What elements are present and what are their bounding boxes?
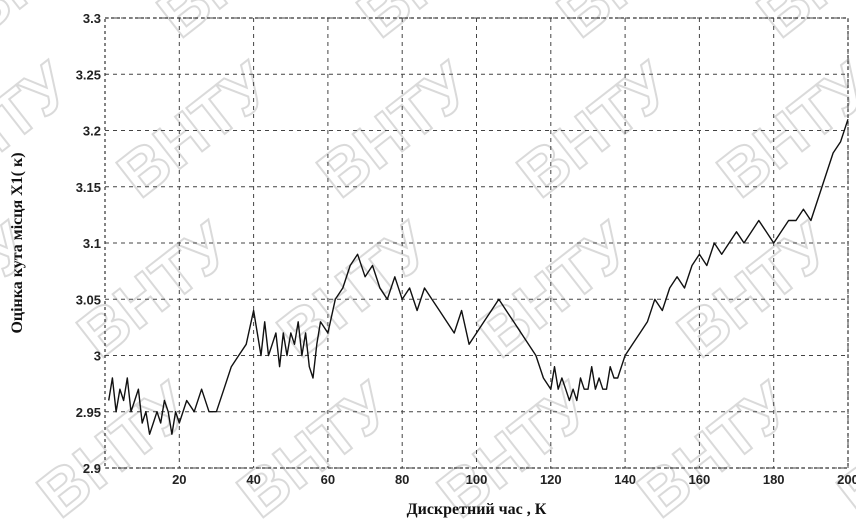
y-tick-label: 2.9 — [83, 461, 101, 476]
x-tick-label: 80 — [395, 472, 409, 487]
y-axis-label: Оцінка кута місця Х1( к) — [9, 152, 26, 333]
watermark-text: ВНТУ — [0, 368, 5, 524]
x-tick-label: 60 — [321, 472, 335, 487]
x-tick-labels: 20 40 60 80 100 120 140 160 180 200 — [172, 472, 856, 487]
y-tick-label: 3.25 — [76, 67, 101, 82]
watermark-text: ВНТУ — [0, 0, 125, 51]
watermark-text: ВНТУ — [144, 0, 324, 51]
x-tick-label: 180 — [763, 472, 785, 487]
x-tick-label: 140 — [614, 472, 636, 487]
y-tick-label: 3.05 — [76, 292, 101, 307]
watermark-text: ВНТУ — [264, 208, 444, 371]
series-line — [108, 118, 849, 435]
y-tick-label: 3 — [94, 349, 101, 364]
watermark-text: ВНТУ — [824, 368, 856, 524]
x-axis-label: Дискретний час , К — [407, 501, 547, 518]
x-tick-label: 40 — [246, 472, 260, 487]
y-tick-label: 3.15 — [76, 180, 101, 195]
series-layer — [108, 118, 849, 435]
watermark-text: ВНТУ — [344, 0, 524, 51]
y-tick-labels: 2.9 2.95 3 3.05 3.1 3.15 3.2 3.25 3.3 — [76, 11, 101, 476]
watermark-text: ВНТУ — [464, 208, 644, 371]
x-tick-label: 200 — [837, 472, 856, 487]
watermark-text: ВНТУ — [64, 208, 244, 371]
x-tick-label: 20 — [172, 472, 186, 487]
watermark-text: ВНТУ — [664, 208, 844, 371]
x-tick-label: 160 — [689, 472, 711, 487]
y-tick-label: 3.3 — [83, 11, 101, 26]
x-tick-label: 120 — [540, 472, 562, 487]
y-tick-label: 3.2 — [83, 124, 101, 139]
watermark-text: ВНТУ — [624, 368, 804, 524]
y-tick-label: 3.1 — [83, 236, 101, 251]
watermark-text: ВНТУ — [744, 0, 856, 51]
plot-frame — [104, 17, 849, 469]
watermark-text: ВНТУ — [224, 368, 404, 524]
x-tick-label: 100 — [466, 472, 488, 487]
watermark-text: ВНТУ — [544, 0, 724, 51]
y-tick-label: 2.95 — [76, 405, 101, 420]
